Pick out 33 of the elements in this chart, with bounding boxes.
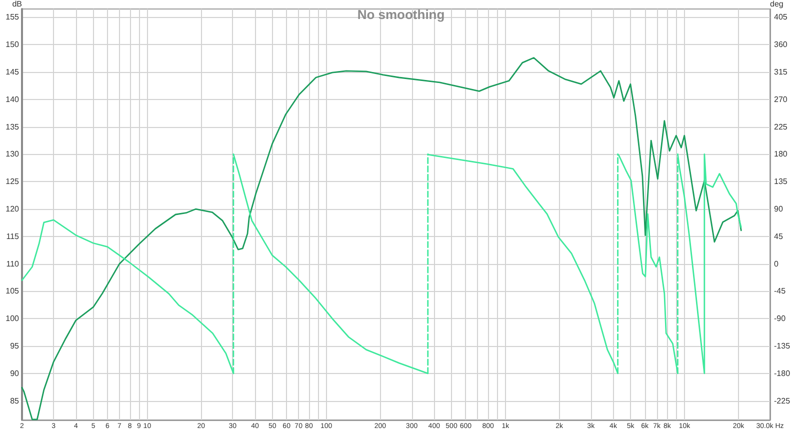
y-tick-label: 115 bbox=[6, 232, 20, 241]
y-tick-label: 95 bbox=[10, 342, 20, 351]
y2-tick-label: 45 bbox=[774, 232, 784, 241]
y-tick-label: 120 bbox=[6, 204, 20, 214]
y-tick-label: 130 bbox=[6, 150, 20, 159]
y-tick-label: 100 bbox=[6, 314, 20, 324]
y2-tick-label: 180 bbox=[774, 150, 788, 159]
y2-tick-label: -45 bbox=[774, 286, 786, 296]
y2-tick-label: 270 bbox=[774, 94, 788, 104]
y-tick-label: 110 bbox=[6, 259, 20, 268]
y-tick-label: 85 bbox=[10, 396, 20, 406]
y2-tick-label: -90 bbox=[774, 314, 786, 324]
y2-tick-label: -135 bbox=[774, 342, 791, 351]
y-tick-label: 105 bbox=[6, 286, 20, 296]
y2-tick-label: 405 bbox=[774, 12, 788, 22]
y2-tick-label: -225 bbox=[774, 396, 791, 406]
y2-tick-label: 225 bbox=[774, 122, 788, 132]
y-axis-title: dB bbox=[12, 0, 22, 8]
y-tick-label: 145 bbox=[6, 68, 20, 77]
y-tick-label: 150 bbox=[6, 40, 20, 50]
y-tick-label: 135 bbox=[6, 122, 20, 132]
y-tick-label: 155 bbox=[6, 12, 20, 22]
y2-tick-label: 0 bbox=[774, 259, 779, 268]
y2-tick-label: 360 bbox=[774, 40, 788, 50]
y2-axis-title: deg bbox=[770, 0, 784, 8]
y-tick-label: 90 bbox=[10, 368, 20, 378]
y2-tick-label: 315 bbox=[774, 68, 788, 77]
y-tick-label: 125 bbox=[6, 177, 20, 186]
y2-tick-label: -180 bbox=[774, 368, 791, 378]
y2-tick-label: 135 bbox=[774, 177, 788, 186]
y2-tick-label: 90 bbox=[774, 204, 784, 214]
chart-title: No smoothing bbox=[357, 7, 445, 22]
y-tick-label: 140 bbox=[6, 94, 20, 104]
